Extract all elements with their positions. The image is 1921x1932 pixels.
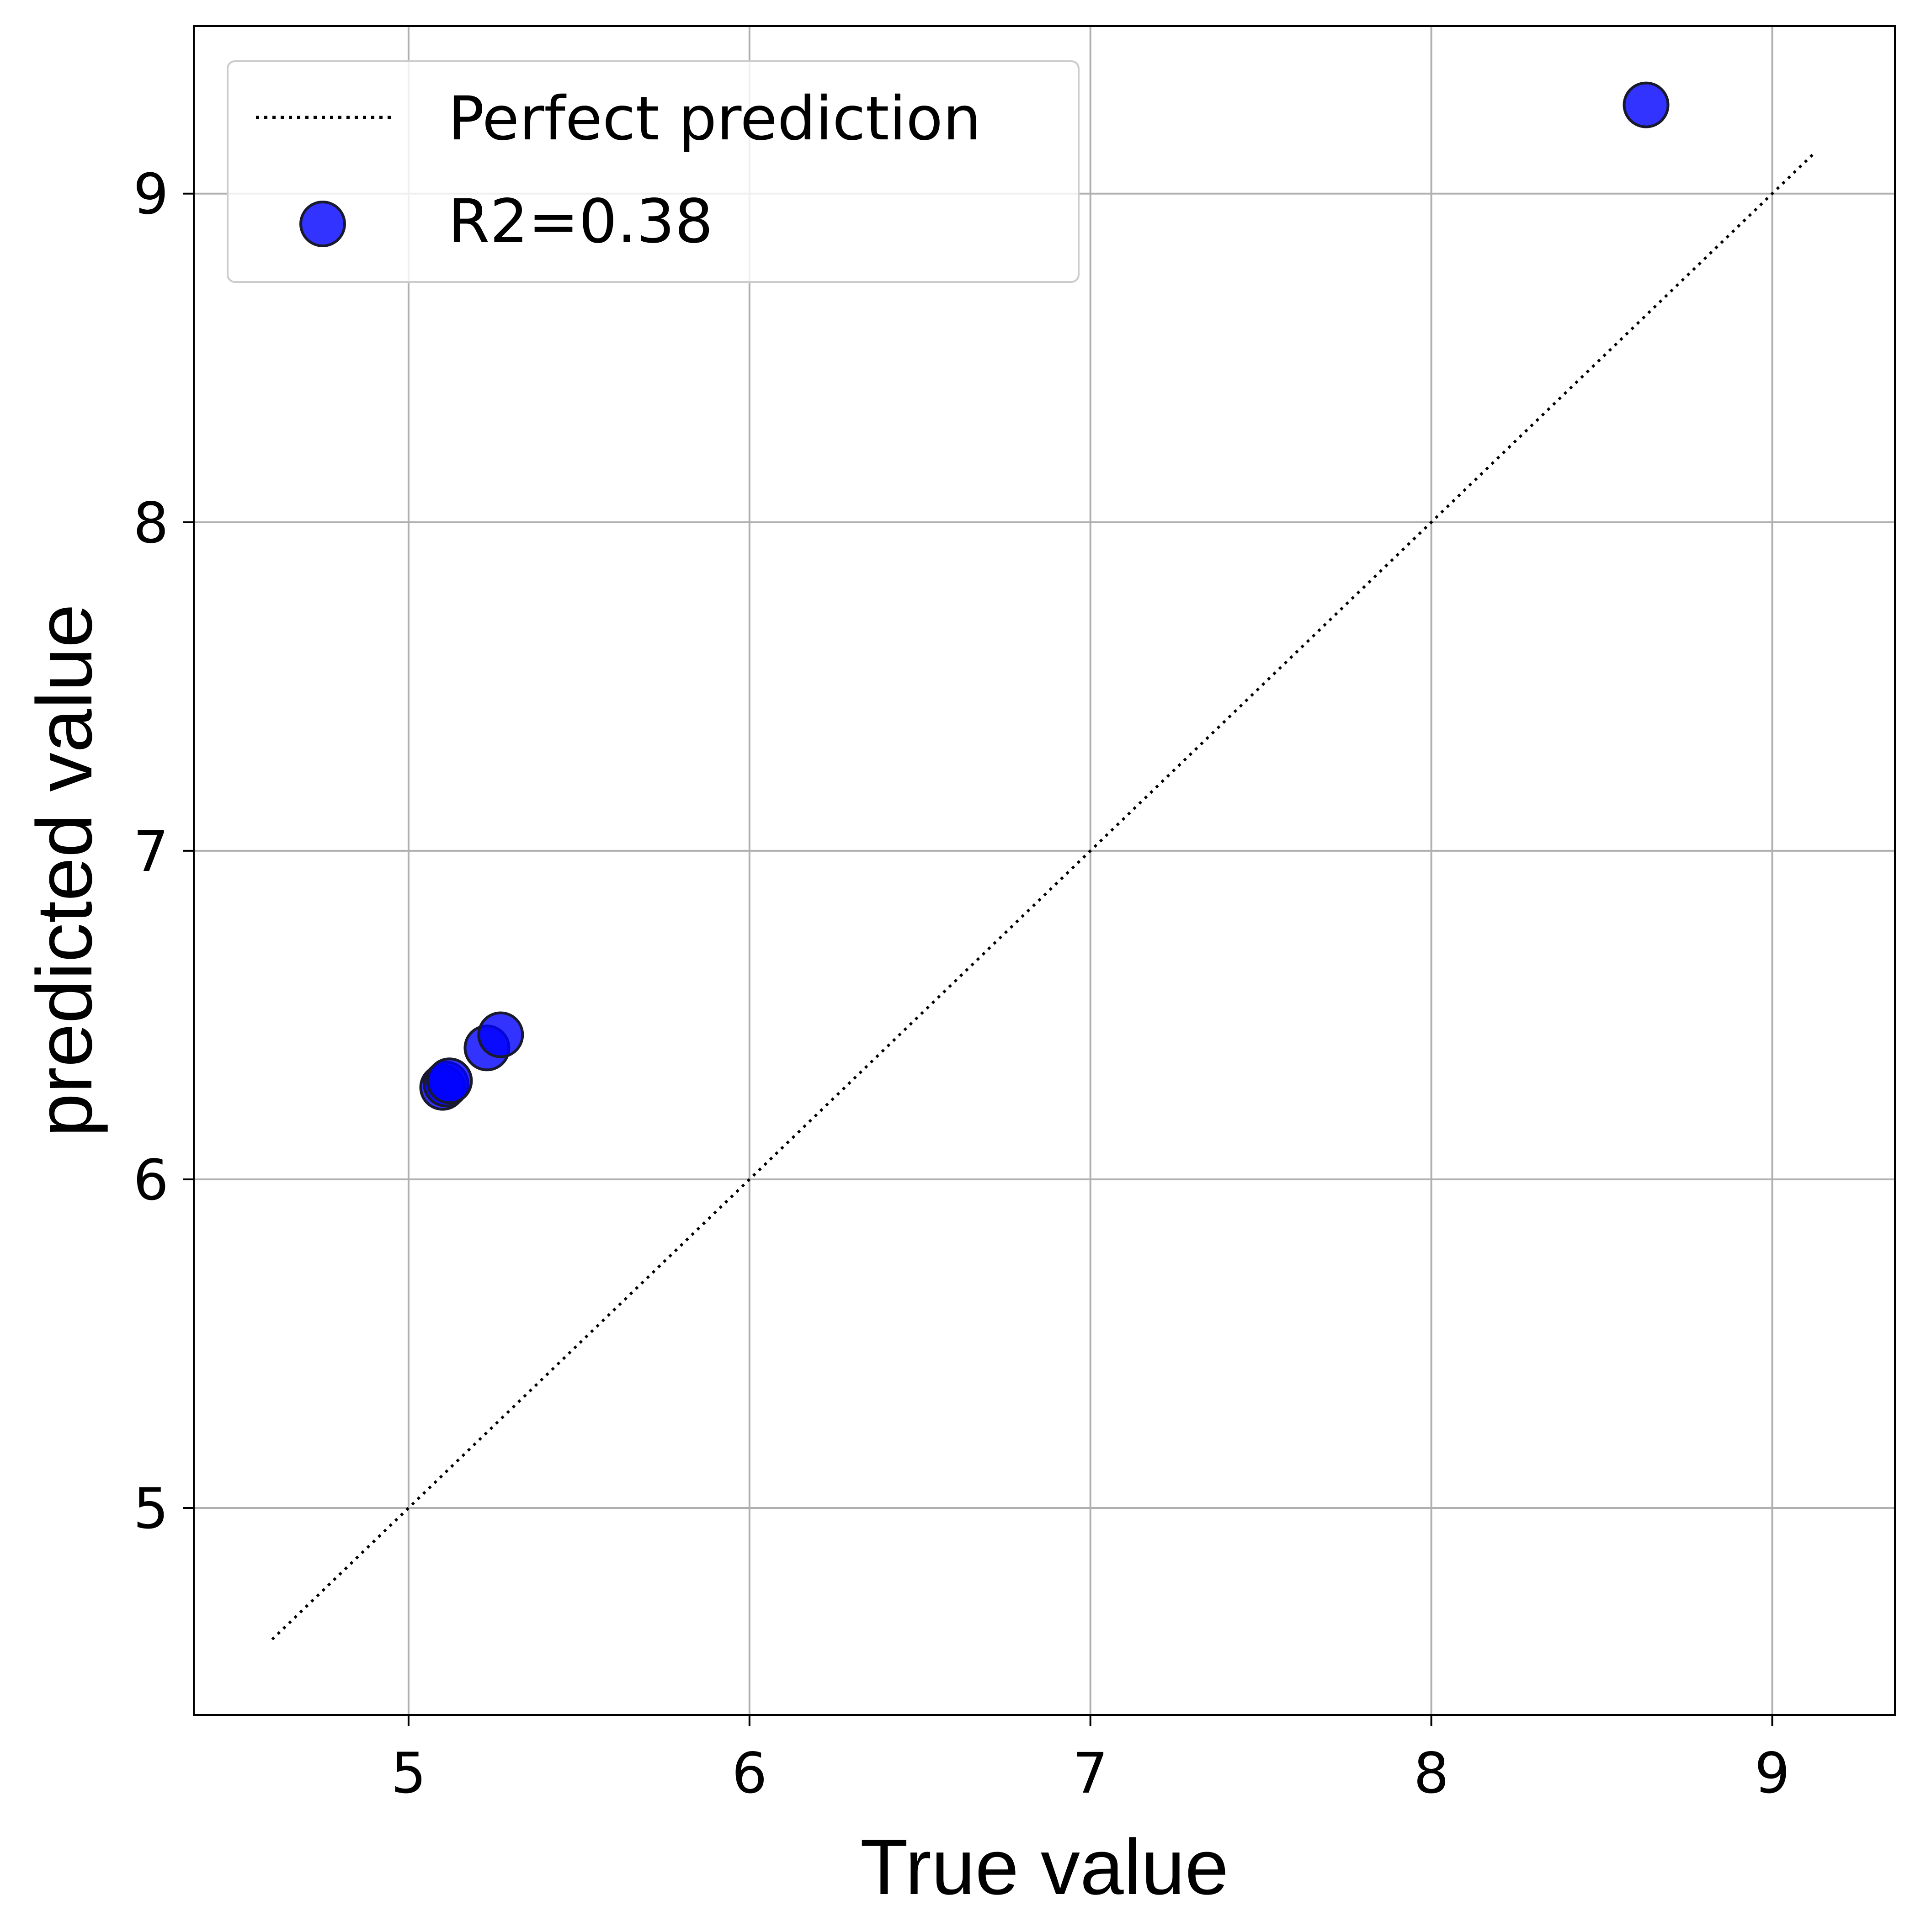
data-point-0-5 <box>1623 81 1670 128</box>
grid-lines <box>194 26 1895 1715</box>
y-tick-label-6: 6 <box>133 1148 169 1213</box>
legend-box <box>227 60 1080 283</box>
y-tick-label-7: 7 <box>133 819 169 884</box>
x-axis-ticks: 5 6 7 8 9 <box>391 1715 1790 1806</box>
legend-label-series: R2=0.38 <box>448 186 713 257</box>
x-tick-label-5: 5 <box>391 1741 426 1806</box>
plot-frame <box>193 25 1896 1716</box>
y-tick-label-9: 9 <box>133 162 169 227</box>
y-axis-ticks: 5 6 7 8 9 <box>133 162 194 1541</box>
x-tick-label-6: 6 <box>732 1741 767 1806</box>
legend: Perfect prediction R2=0.38 <box>227 60 1080 283</box>
y-tick-label-5: 5 <box>133 1476 169 1541</box>
legend-marker-swatch <box>299 201 346 247</box>
data-point-0-2 <box>426 1057 473 1104</box>
x-tick-label-9: 9 <box>1755 1741 1790 1806</box>
x-tick-label-8: 8 <box>1414 1741 1449 1806</box>
legend-label-perfect-prediction: Perfect prediction <box>448 84 981 154</box>
y-tick-label-8: 8 <box>133 491 169 556</box>
x-tick-label-7: 7 <box>1073 1741 1108 1806</box>
data-points <box>419 81 1670 1111</box>
y-axis-label: predicted value <box>21 604 108 1137</box>
x-axis-label: True value <box>860 1823 1229 1911</box>
data-point-0-4 <box>477 1011 524 1058</box>
